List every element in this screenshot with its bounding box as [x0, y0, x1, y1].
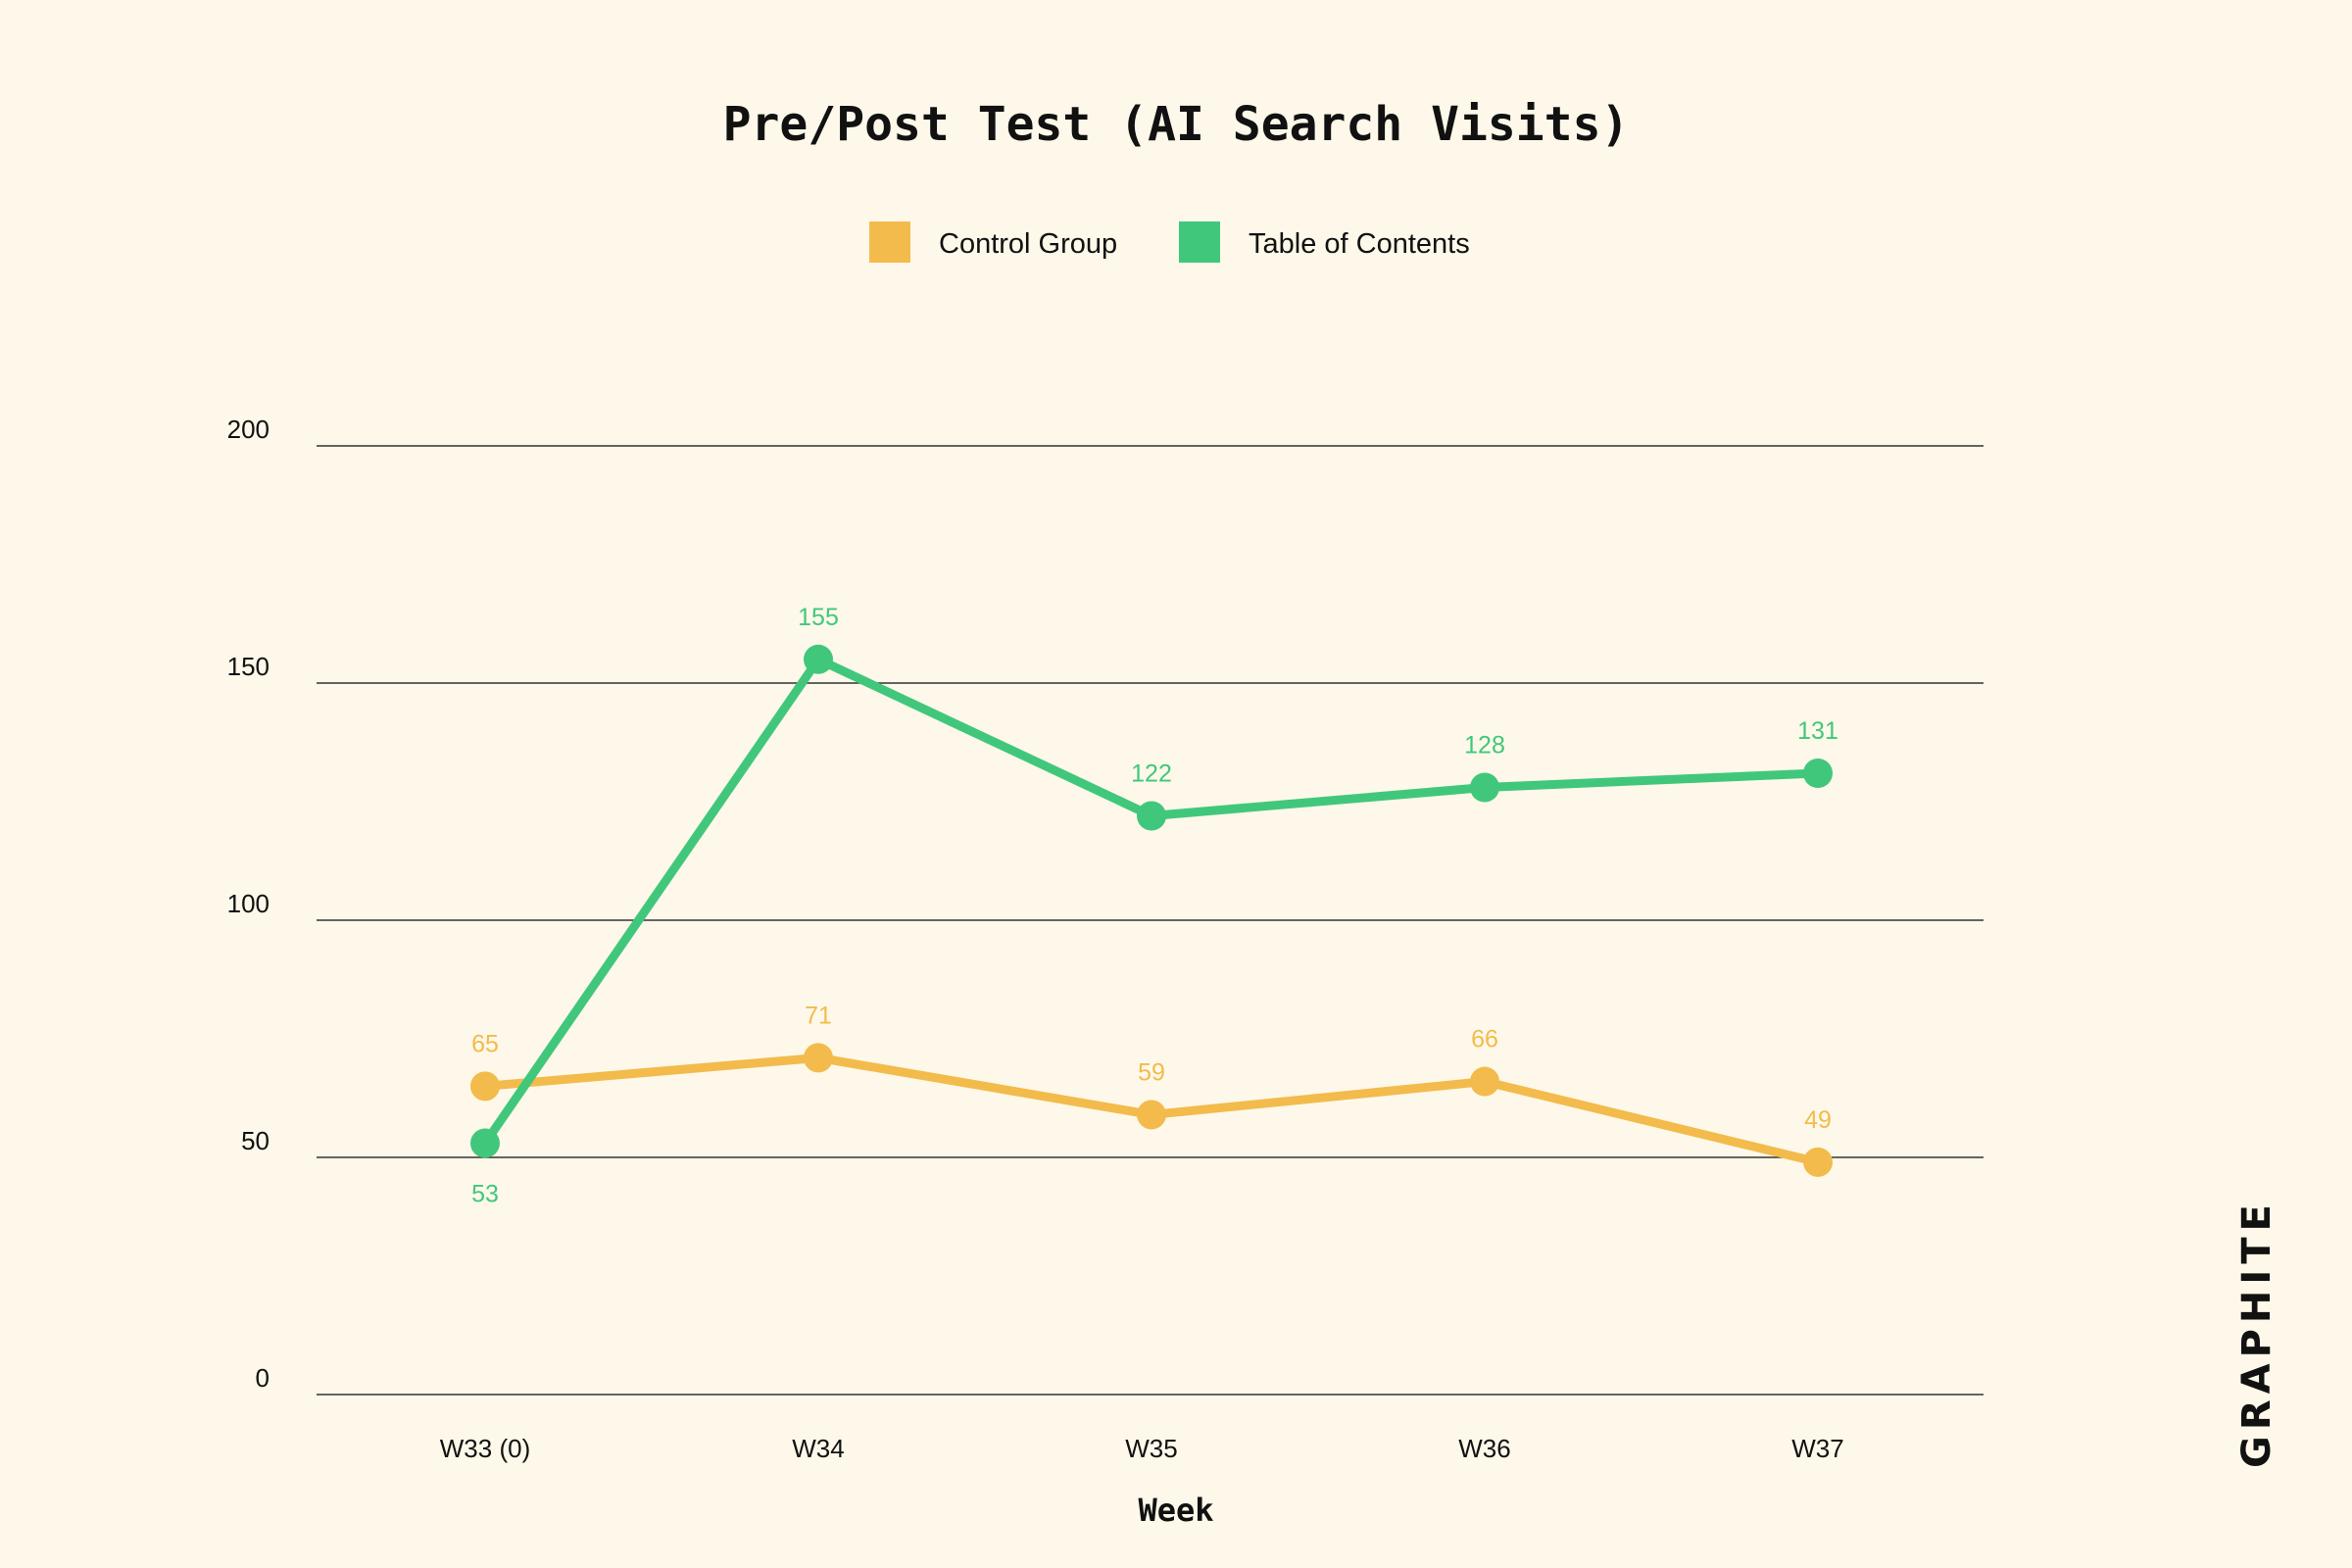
data-point: [1803, 1147, 1833, 1177]
data-point: [1803, 758, 1833, 788]
y-tick-label: 150: [227, 652, 270, 681]
y-axis-ticks: 0 50 100 150 200: [227, 415, 270, 1393]
data-label: 53: [471, 1180, 499, 1207]
legend-swatch: [1179, 221, 1220, 263]
data-point: [804, 1043, 833, 1073]
legend-swatch: [869, 221, 910, 263]
legend-label: Table of Contents: [1249, 228, 1470, 260]
data-point: [1470, 1066, 1499, 1097]
data-label: 155: [798, 604, 839, 631]
x-tick-label: W34: [792, 1434, 844, 1463]
series-1: [470, 644, 1833, 1158]
y-tick-label: 200: [227, 415, 270, 444]
data-label: 59: [1138, 1058, 1165, 1086]
series-layer: [470, 644, 1833, 1177]
chart-title: Pre/Post Test (AI Search Visits): [723, 97, 1630, 152]
series-0: [470, 1043, 1833, 1177]
data-point: [1137, 1100, 1166, 1130]
x-axis-ticks: W33 (0) W34 W35 W36 W37: [440, 1434, 1844, 1463]
legend-label: Control Group: [939, 228, 1117, 260]
data-labels-layer: 65 71 59 66 49 53 155 122 128 131: [471, 604, 1838, 1208]
grid-lines: [317, 445, 1984, 1396]
data-label: 71: [805, 1002, 832, 1029]
data-label: 122: [1131, 760, 1172, 788]
data-label: 128: [1464, 731, 1505, 759]
data-point: [804, 644, 833, 674]
x-tick-label: W33 (0): [440, 1434, 530, 1463]
y-tick-label: 100: [227, 889, 270, 918]
x-axis-label: Week: [1138, 1492, 1213, 1529]
data-label: 65: [471, 1030, 499, 1057]
x-tick-label: W35: [1125, 1434, 1177, 1463]
data-label: 49: [1804, 1106, 1832, 1134]
y-tick-label: 50: [241, 1126, 270, 1155]
data-label: 131: [1797, 717, 1838, 745]
data-point: [470, 1071, 500, 1102]
legend: Control Group Table of Contents: [869, 221, 1470, 263]
data-label: 66: [1471, 1026, 1498, 1054]
x-tick-label: W36: [1458, 1434, 1510, 1463]
graphite-logo: GRAPHITE: [2234, 1199, 2279, 1468]
data-point: [1137, 801, 1166, 831]
data-point: [470, 1128, 500, 1158]
x-tick-label: W37: [1791, 1434, 1843, 1463]
data-point: [1470, 772, 1499, 803]
y-tick-label: 0: [256, 1363, 270, 1393]
